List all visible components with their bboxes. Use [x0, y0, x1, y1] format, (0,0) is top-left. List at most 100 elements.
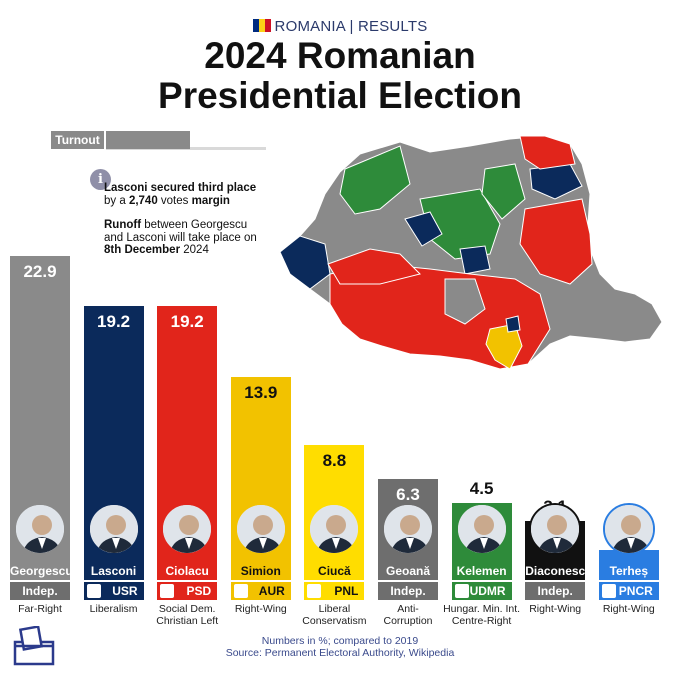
bar-value-label-2: 19.2	[170, 311, 204, 331]
flag-stripe-yellow	[258, 19, 265, 32]
party-label-2: PSD	[157, 582, 218, 600]
candidate-portrait-4	[308, 503, 361, 555]
county-region-navy-south	[459, 245, 491, 275]
romania-flag-icon	[252, 19, 271, 32]
party-logo-icon	[307, 584, 322, 598]
ideology-label-2: Social Dem. Christian Left	[156, 603, 219, 627]
candidate-portrait-2	[161, 503, 214, 555]
ballot-box-icon	[13, 626, 55, 666]
bar-value-label-0: 22.9	[23, 262, 57, 282]
county-region-green-center-2	[481, 163, 526, 220]
note1-part-c: 2,740	[128, 194, 158, 207]
bar-value-label-1: 19.2	[97, 311, 131, 331]
person-icon	[163, 505, 212, 553]
party-logo-icon	[454, 584, 469, 598]
note-runoff: Runoff between Georgescu and Lasconi wil…	[104, 219, 264, 257]
header-kicker: ROMANIA | RESULTS	[0, 18, 680, 35]
party-name: PSD	[186, 584, 212, 598]
candidate-name-4: Ciucă	[304, 563, 365, 580]
note2-part-a: Runoff	[104, 219, 142, 231]
romania-county-map	[279, 135, 663, 370]
ideology-label-8: Right-Wing	[602, 603, 655, 615]
party-logo-icon	[86, 584, 101, 598]
party-label-7: Indep.	[525, 582, 586, 600]
candidate-portrait-8	[602, 503, 655, 555]
note1-part-b: by a	[104, 194, 129, 207]
party-name: PNCR	[618, 584, 653, 598]
party-name: PNL	[334, 584, 359, 598]
party-name: AUR	[258, 584, 285, 598]
county-region-navy-bucharest	[505, 315, 521, 333]
page-title: 2024 Romanian Presidential Election	[0, 36, 680, 116]
party-label-3: AUR	[230, 582, 291, 600]
candidate-name-7: Diaconescu	[525, 563, 593, 580]
bar-value-label-4: 8.8	[322, 451, 347, 471]
ideology-label-7: Right-Wing	[529, 603, 582, 615]
party-name: Indep.	[390, 584, 426, 598]
title-line-2: Presidential Election	[158, 75, 522, 116]
candidate-portrait-3	[234, 503, 287, 555]
turnout-bar: 52.6	[106, 131, 266, 149]
candidate-portrait-5	[382, 503, 434, 555]
party-label-5: Indep.	[378, 582, 438, 600]
party-label-1: USR	[83, 582, 144, 600]
party-logo-icon	[160, 584, 175, 598]
candidate-name-2: Ciolacu	[157, 563, 218, 580]
person-icon	[236, 505, 285, 553]
candidate-name-6: Kelemen	[451, 563, 512, 580]
note1-part-d: votes	[157, 194, 192, 207]
party-logo-icon	[233, 584, 248, 598]
person-icon	[604, 505, 653, 553]
map-counties	[279, 135, 593, 370]
party-name: Indep.	[22, 584, 58, 598]
note1-part-e: margin	[191, 194, 230, 207]
candidate-portrait-7	[529, 503, 582, 555]
footer-source: Source: Permanent Electoral Authority, W…	[225, 647, 455, 659]
county-region-red-ne	[519, 135, 576, 170]
title-line-1: 2024 Romanian	[204, 35, 476, 76]
party-label-0: Indep.	[10, 582, 70, 600]
ideology-label-5: Anti- Corruption	[383, 603, 433, 627]
ideology-label-0: Far-Right	[18, 603, 62, 615]
bar-8	[598, 549, 659, 563]
candidate-name-3: Simion	[230, 563, 291, 580]
party-label-8: PNCR	[598, 582, 659, 600]
turnout-value: 52.6	[240, 134, 262, 146]
party-label-6: UDMR	[451, 582, 512, 600]
info-icon: i	[90, 169, 111, 190]
county-region-red-west	[327, 248, 421, 285]
candidate-portrait-1	[87, 503, 140, 555]
party-label-4: PNL	[304, 582, 365, 600]
footer-note: Numbers in %; compared to 2019	[261, 635, 419, 647]
flag-stripe-blue	[252, 19, 259, 32]
turnout-label: Turnout	[51, 131, 104, 149]
flag-stripe-red	[264, 19, 271, 32]
turnout-bar-fill	[106, 131, 191, 149]
note2-part-c: 8th December	[104, 244, 181, 256]
candidate-name-8: Terheș	[598, 563, 659, 580]
candidate-name-0: Georgescu	[10, 563, 73, 580]
party-name: Indep.	[537, 584, 573, 598]
bar-value-label-5: 6.3	[396, 484, 420, 504]
person-icon	[457, 505, 506, 553]
kicker-text: ROMANIA | RESULTS	[274, 18, 428, 35]
ideology-label-6: Hungar. Min. Int. Centre-Right	[443, 603, 521, 627]
note2-part-d: 2024	[180, 244, 209, 256]
party-name: USR	[112, 584, 138, 598]
person-icon	[89, 505, 138, 553]
county-region-green-nw	[339, 145, 411, 215]
county-region-red-east	[519, 198, 593, 285]
party-name: UDMR	[469, 584, 506, 598]
note1-part-a: Lasconi secured third place	[104, 182, 257, 194]
party-logo-icon	[601, 584, 616, 598]
ideology-label-1: Liberalism	[89, 603, 138, 615]
candidate-portrait-0	[14, 503, 66, 555]
county-region-grey-south-center	[444, 278, 486, 325]
person-icon	[384, 505, 432, 553]
candidate-name-5: Geoană	[378, 563, 438, 580]
bar-value-label-6: 4.5	[469, 478, 494, 498]
person-icon	[16, 505, 64, 553]
county-region-navy-center	[404, 211, 443, 247]
note-third-place: Lasconi secured third place by a 2,740 v…	[104, 182, 264, 207]
person-icon	[531, 505, 580, 553]
